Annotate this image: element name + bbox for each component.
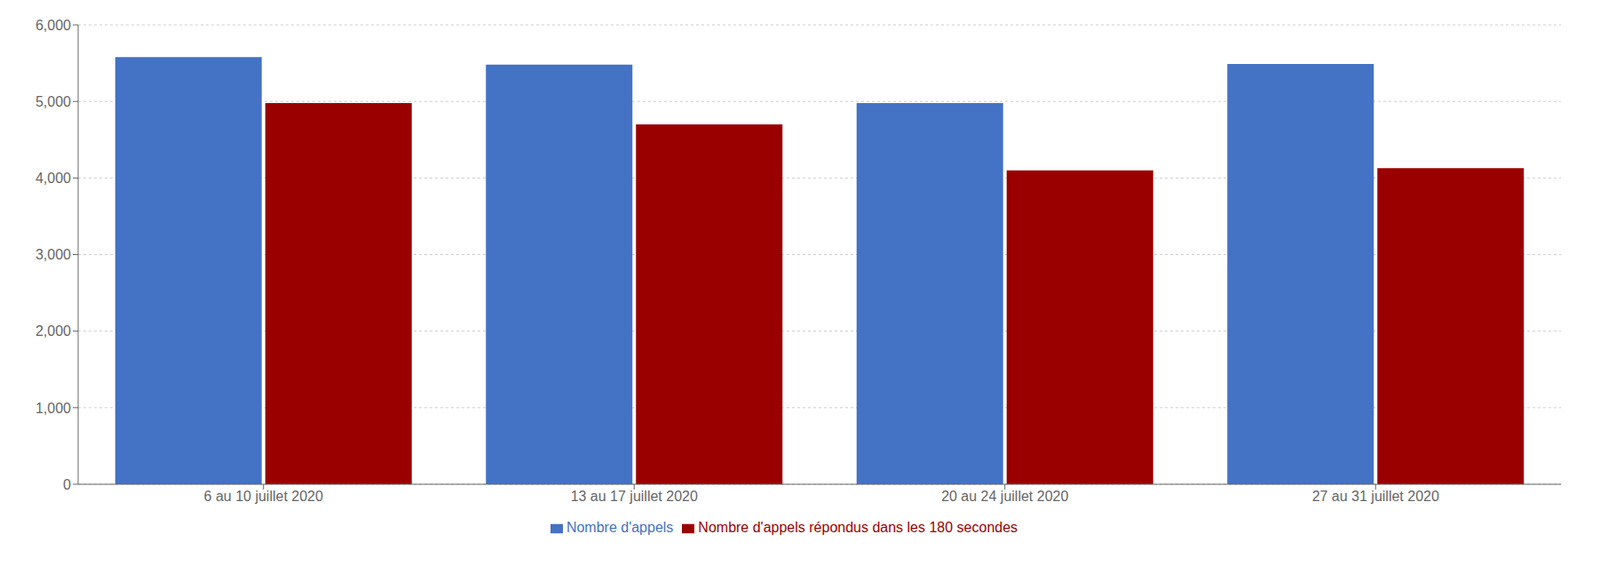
svg-text:5,000: 5,000 (35, 94, 72, 110)
svg-text:2,000: 2,000 (35, 323, 72, 339)
svg-text:6 au 10 juillet 2020: 6 au 10 juillet 2020 (204, 488, 324, 504)
svg-text:6,000: 6,000 (35, 17, 72, 33)
svg-text:4,000: 4,000 (35, 170, 72, 186)
svg-text:3,000: 3,000 (35, 246, 72, 262)
svg-text:27 au 31 juillet 2020: 27 au 31 juillet 2020 (1312, 488, 1440, 504)
svg-text:20 au 24 juillet 2020: 20 au 24 juillet 2020 (941, 488, 1069, 504)
svg-text:13 au 17 juillet 2020: 13 au 17 juillet 2020 (570, 488, 698, 504)
html-text:Nombre d'appels répondus dans: Nombre d'appels répondus dans les 180 se… (698, 519, 1018, 535)
html-text:Nombre d'appels: Nombre d'appels (566, 519, 674, 535)
svg-text:0: 0 (63, 476, 72, 492)
svg-text:1,000: 1,000 (35, 400, 72, 416)
